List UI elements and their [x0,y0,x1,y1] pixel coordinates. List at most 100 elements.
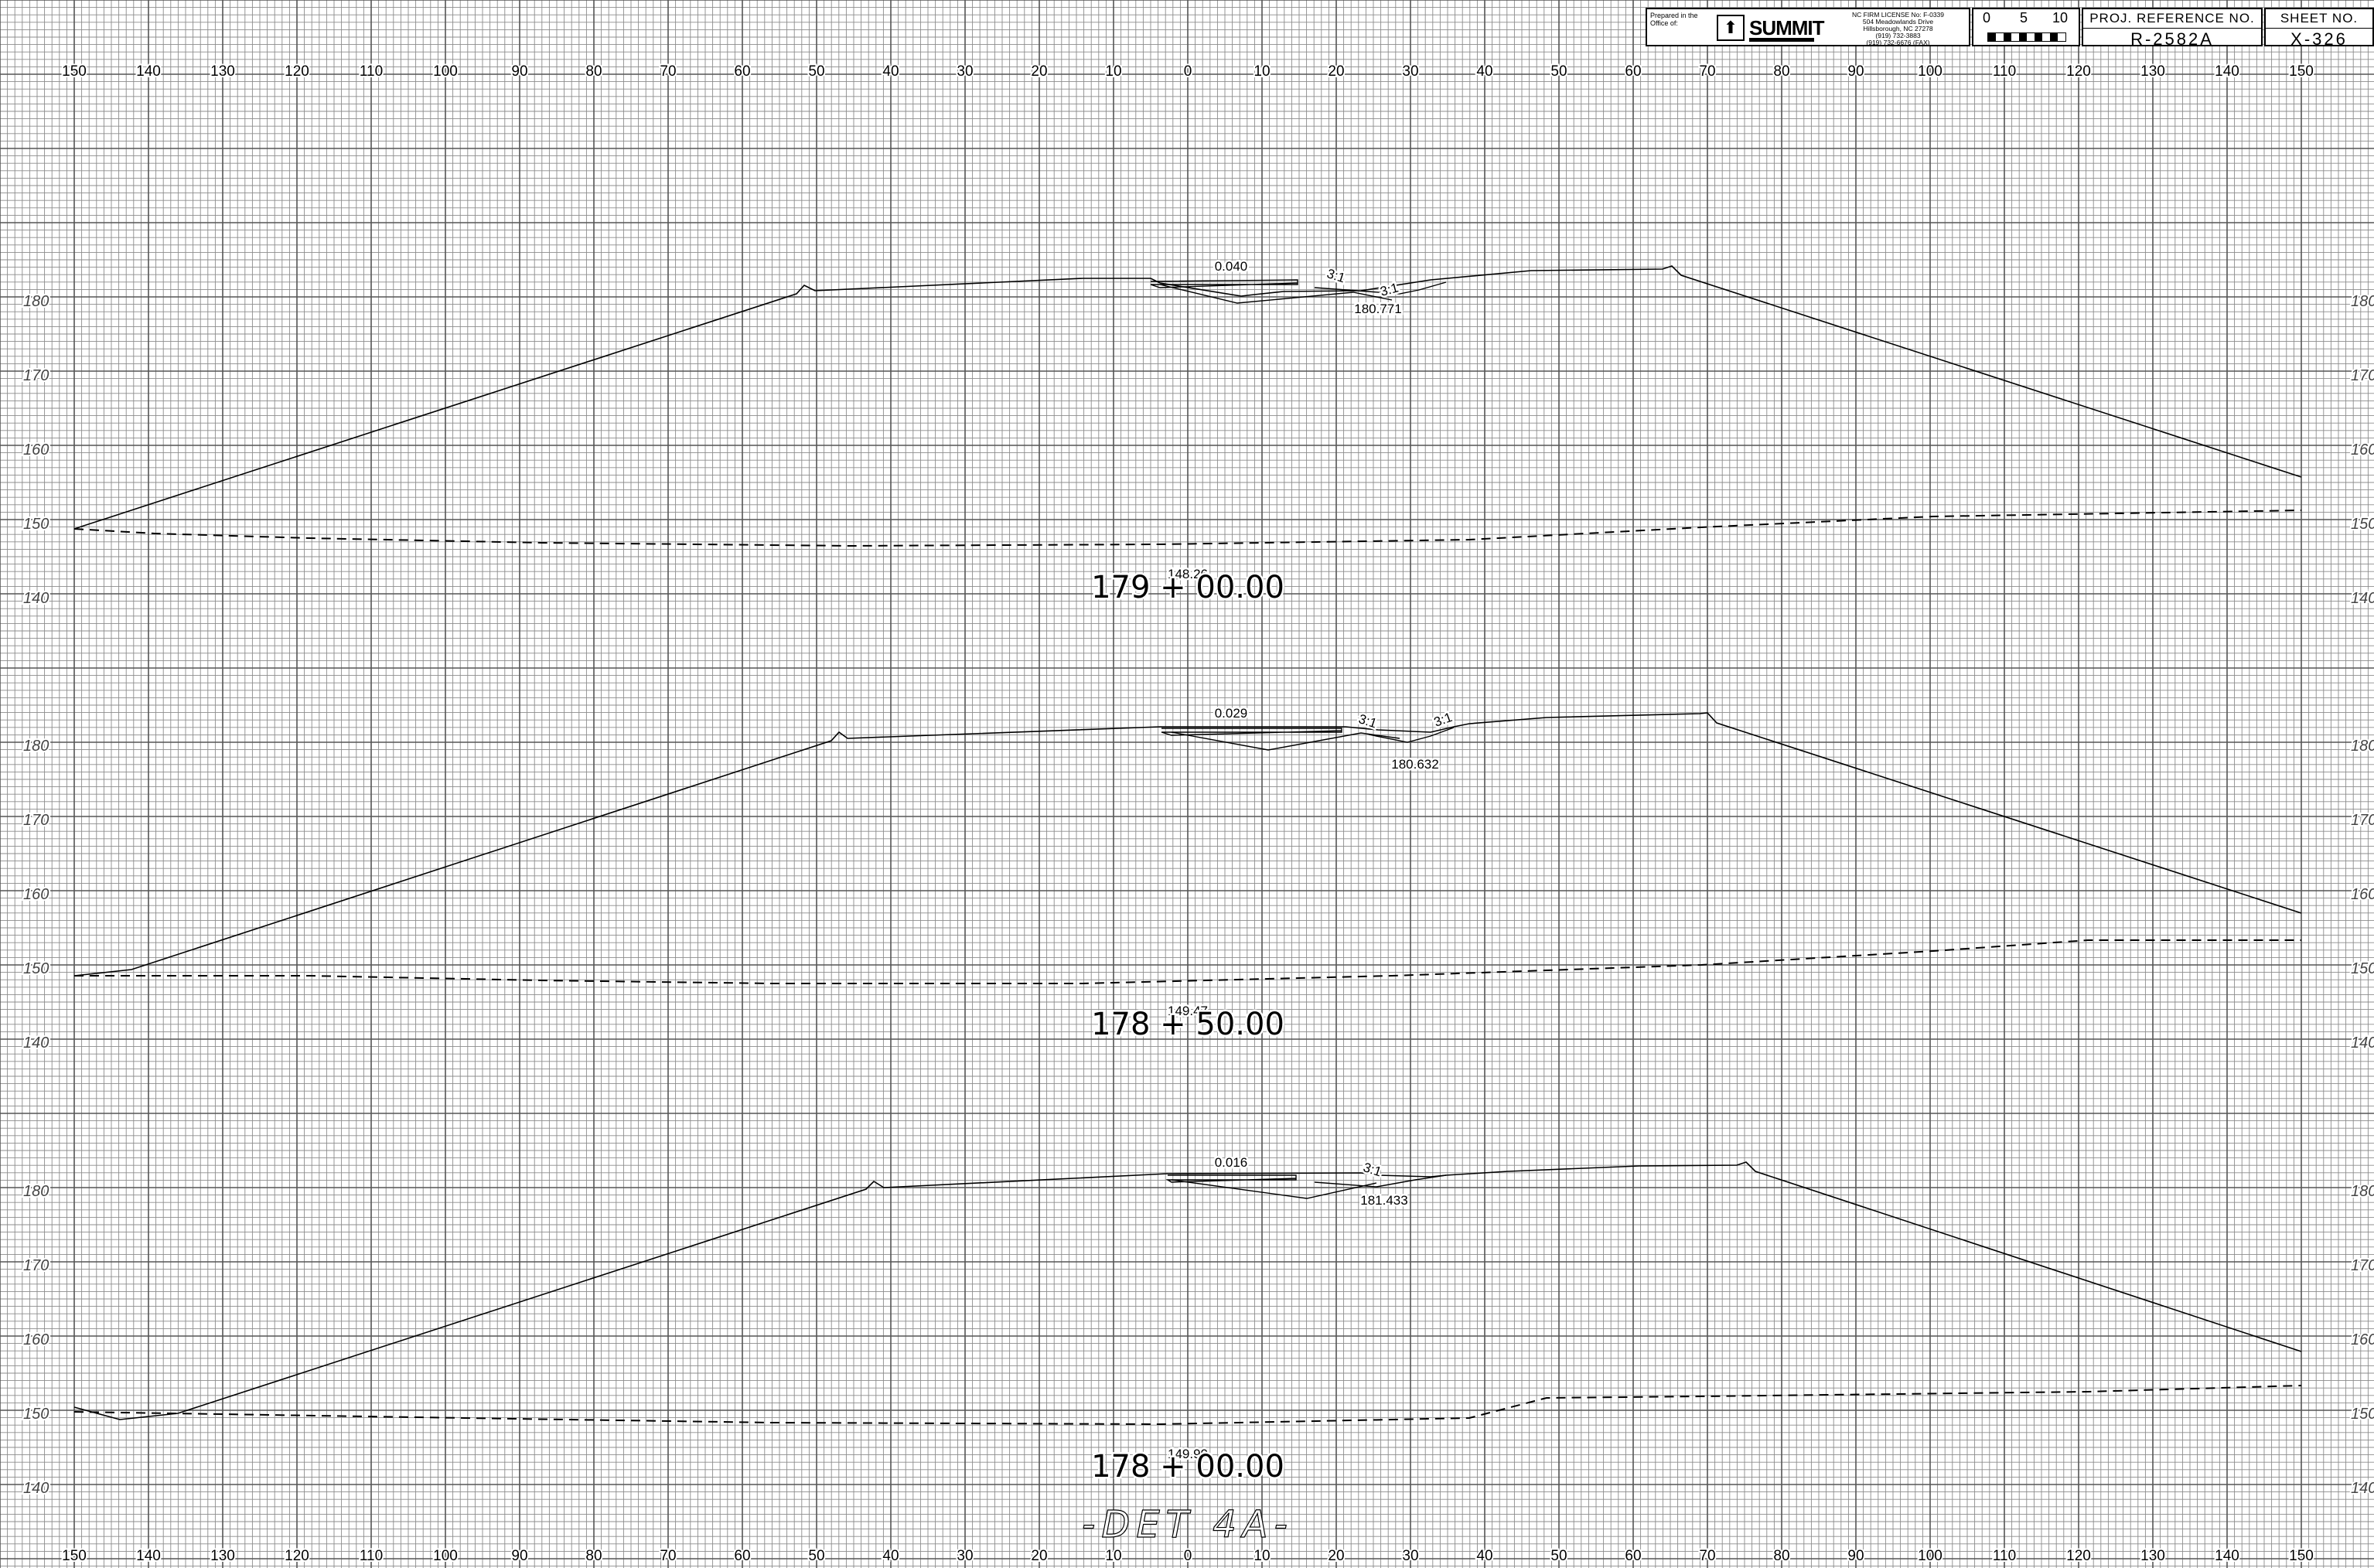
pavement-layer [1159,284,1393,304]
station-label: 179 + 00.00 [1091,570,1284,605]
arrow-up-icon: ⬆ [1717,15,1745,41]
offset-tick-label: 90 [1847,1548,1864,1564]
offset-tick-label: 130 [2140,63,2165,80]
design-value: 0.016 [1215,1155,1248,1170]
offset-tick-label: 30 [1402,1548,1418,1564]
graphic-scale: 0 5 10 [1972,8,2080,46]
elevation-tick-label: 140 [2351,1035,2374,1052]
existing-ground-line [73,1385,2302,1426]
design-value: 0.040 [1215,259,1248,274]
elevation-tick-label: 160 [2351,441,2374,458]
elevation-tick-label: 170 [23,367,49,384]
offset-tick-label: 40 [882,63,899,80]
offset-tick-label: 50 [1550,1548,1567,1564]
scale-label: 0 [1983,10,1991,26]
ground-elevation: 148.26 [1168,567,1208,581]
offset-axis-bottom: 150 140 130 120 110 100 90 80 70 60 50 40 30 20 10 0 10 2… [60,1546,2315,1566]
offset-tick-label: 110 [1993,1548,2016,1564]
offset-tick-label: 100 [1918,63,1943,80]
offset-tick-label: 70 [660,1548,676,1564]
proj-ref-label: PROJ. REFERENCE NO. [2089,11,2255,26]
offset-tick-label: 140 [136,63,161,80]
elevation-tick-label: 170 [23,1257,49,1274]
ditch-lines [1368,727,1455,743]
design-value: 0.029 [1215,706,1248,721]
offset-tick-label: 30 [957,63,973,80]
pavement-layer [1150,279,1298,288]
offset-tick-label: 120 [285,63,309,80]
ditch-elevation: 180.771 [1354,302,1401,316]
offset-tick-label: 110 [1993,63,2016,80]
offset-tick-label: 100 [433,63,458,80]
cross-section-178-50: 180180170170160160150150140140 0.029 3:1… [22,704,2374,1054]
offset-tick-label: 70 [1699,63,1715,80]
scale-labels: 0 5 10 [1973,9,2079,26]
offset-tick-label: 130 [2140,1548,2165,1564]
offset-tick-label: 140 [136,1548,161,1564]
prepared-label: Prepared in the Office of: [1650,12,1698,27]
elevation-tick-label: 160 [2351,886,2374,903]
existing-ground-line [74,939,2301,984]
cross-section-178-00: 180 180 170 170 160 160 150 150 140 140 0.016 3:1… [22,1154,2374,1499]
firm-address-line-1: 504 Meadowlands Drive [1862,18,1934,26]
offset-tick-label: 40 [1476,63,1492,80]
offset-tick-label: 120 [285,1548,309,1564]
elevation-tick-label: 140 [23,590,49,607]
pavement-layer [1171,1179,1377,1199]
elevation-labels: 180 180 170 170 160 160 150 150 140 140 [22,291,2374,608]
elevation-labels: 180 180 170 170 160 160 150 150 140 140 [22,736,2374,1053]
offset-tick-label: 150 [2289,63,2314,80]
offset-tick-label: 90 [1847,63,1864,80]
scale-label: 5 [2020,10,2028,26]
offset-tick-label: 60 [734,1548,750,1564]
firm-logo: ⬆ SUMMIT [1717,15,1825,43]
elevation-tick-label: 180 [2351,738,2374,755]
ground-elevation: 149.47 [1168,1004,1208,1018]
elevation-tick-label: 150 [2351,960,2374,977]
offset-tick-label: 30 [957,1548,973,1564]
prepared-by-block: Prepared in the Office of: ⬆ SUMMIT NC F… [1646,8,1970,46]
offset-tick-label: 0 [1184,63,1192,80]
offset-tick-label: 50 [808,63,824,80]
design-section-outline [73,712,2302,977]
offset-tick-label: 60 [734,63,750,80]
firm-address-line-2: Hillsborough, NC 27278 [1863,25,1933,32]
offset-tick-label: 110 [360,1548,383,1564]
elevation-tick-label: 170 [2351,1257,2374,1274]
scale-label: 10 [2052,10,2069,26]
elevation-tick-label: 150 [23,960,49,977]
elevation-tick-label: 140 [2351,1480,2374,1497]
ground-elevation: 149.90 [1168,1447,1208,1461]
elevation-tick-label: 170 [23,812,49,829]
offset-tick-label: 20 [1328,1548,1344,1564]
offset-tick-label: 150 [62,63,87,80]
elevation-tick-label: 160 [23,1331,49,1348]
elevation-tick-label: 150 [23,1406,49,1423]
ditch-lines [1314,1174,1447,1188]
proj-ref-value: R-2582A [2083,28,2261,49]
offset-tick-label: 10 [1254,1548,1270,1564]
project-reference-block: PROJ. REFERENCE NO. R-2582A [2082,8,2263,49]
ditch-lines [1314,281,1447,295]
offset-tick-label: 80 [585,63,602,80]
offset-tick-label: 80 [1773,1548,1789,1564]
offset-tick-label: 90 [511,1548,527,1564]
offset-tick-label: 10 [1254,63,1270,80]
offset-tick-label: 20 [1031,63,1047,80]
offset-tick-label: 140 [2215,1548,2239,1564]
offset-tick-label: 40 [1476,1548,1492,1564]
station-label: 178 + 00.00 [1091,1449,1284,1484]
offset-tick-label: 100 [1918,1548,1943,1564]
elevation-tick-label: 170 [2351,367,2374,384]
offset-tick-label: 130 [210,1548,235,1564]
firm-fax: (919) 732-6676 (FAX) [1866,39,1930,46]
elevation-tick-label: 160 [23,441,49,458]
offset-tick-label: 20 [1328,63,1344,80]
offset-tick-label: 10 [1105,1548,1121,1564]
logo-bar [1749,38,1814,42]
alignment-label: -DET 4A- [1082,1503,1294,1546]
